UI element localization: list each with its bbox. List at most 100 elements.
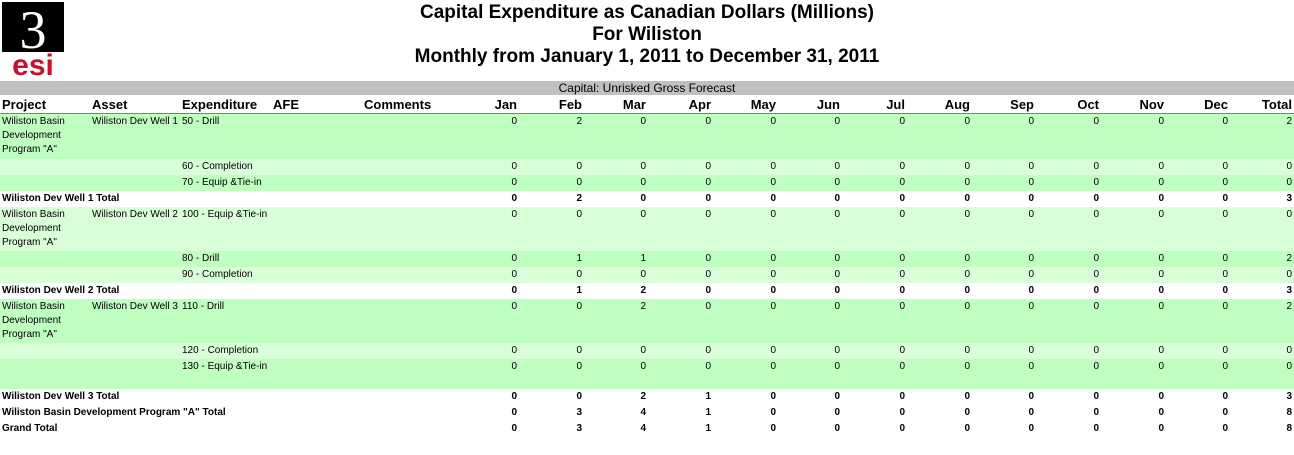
total-label: Wiliston Basin Development Program "A" T… <box>2 407 226 418</box>
title-line-1: Capital Expenditure as Canadian Dollars … <box>420 2 874 23</box>
expenditure-cell: 60 - Completion <box>182 161 253 172</box>
month-value-cell: 0 <box>1093 253 1099 264</box>
col-header-expenditure: Expenditure <box>182 97 258 112</box>
col-header-aug: Aug <box>944 97 970 112</box>
month-value-cell: 0 <box>1093 361 1099 372</box>
month-value-cell: 0 <box>964 301 970 312</box>
month-value-cell: 0 <box>1158 407 1164 418</box>
month-value-cell: 0 <box>1093 161 1099 172</box>
month-value-cell: 0 <box>640 209 646 220</box>
month-value-cell: 0 <box>899 361 905 372</box>
row-total-cell: 0 <box>1286 345 1292 356</box>
month-value-cell: 0 <box>899 116 905 127</box>
title-line-2: For Wiliston <box>592 24 702 45</box>
month-value-cell: 0 <box>1028 391 1034 402</box>
month-value-cell: 2 <box>576 116 582 127</box>
row-total-cell: 2 <box>1286 301 1292 312</box>
col-header-nov: Nov <box>1139 97 1164 112</box>
month-value-cell: 0 <box>834 193 840 204</box>
table-row: 60 - Completion 0 0 0 0 0 0 0 0 0 0 0 0 0 <box>0 159 1294 175</box>
total-label: Wiliston Dev Well 3 Total <box>2 391 120 402</box>
col-header-sep: Sep <box>1010 97 1034 112</box>
project-cell: Wiliston Basin Development Program "A" <box>2 116 65 155</box>
month-value-cell: 0 <box>1093 269 1099 280</box>
row-total-cell: 0 <box>1286 161 1292 172</box>
month-value-cell: 0 <box>511 361 517 372</box>
col-header-dec: Dec <box>1204 97 1228 112</box>
row-total-cell: 0 <box>1286 209 1292 220</box>
month-value-cell: 0 <box>899 345 905 356</box>
row-total-cell: 2 <box>1286 253 1292 264</box>
month-value-cell: 0 <box>511 423 517 434</box>
month-value-cell: 0 <box>1028 193 1034 204</box>
company-logo: 3 esi <box>2 0 64 82</box>
month-value-cell: 0 <box>1222 177 1228 188</box>
month-value-cell: 0 <box>705 269 711 280</box>
month-value-cell: 0 <box>1222 116 1228 127</box>
month-value-cell: 0 <box>834 391 840 402</box>
month-value-cell: 0 <box>964 177 970 188</box>
month-value-cell: 0 <box>770 361 776 372</box>
month-value-cell: 0 <box>1093 423 1099 434</box>
month-value-cell: 0 <box>511 116 517 127</box>
column-header-row: Project Asset Expenditure AFE Comments Jan Feb… <box>0 96 1294 113</box>
month-value-cell: 0 <box>640 345 646 356</box>
table-row: 70 - Equip &Tie-in 0 0 0 0 0 0 0 0 0 0 0 0 0 <box>0 175 1294 191</box>
month-value-cell: 0 <box>899 177 905 188</box>
month-value-cell: 0 <box>964 423 970 434</box>
month-value-cell: 0 <box>964 193 970 204</box>
month-value-cell: 0 <box>640 161 646 172</box>
month-value-cell: 0 <box>770 161 776 172</box>
month-value-cell: 0 <box>770 391 776 402</box>
month-value-cell: 0 <box>1158 285 1164 296</box>
forecast-banner: Capital: Unrisked Gross Forecast <box>0 81 1294 95</box>
month-value-cell: 0 <box>511 345 517 356</box>
row-total-cell: 8 <box>1286 423 1292 434</box>
month-value-cell: 0 <box>899 161 905 172</box>
month-value-cell: 2 <box>640 391 646 402</box>
month-value-cell: 0 <box>705 116 711 127</box>
month-value-cell: 0 <box>576 361 582 372</box>
month-value-cell: 0 <box>576 269 582 280</box>
month-value-cell: 0 <box>1093 116 1099 127</box>
month-value-cell: 1 <box>705 423 711 434</box>
col-header-mar: Mar <box>622 97 646 112</box>
month-value-cell: 0 <box>576 301 582 312</box>
table-row: Wiliston Basin Development Program "A" Wi… <box>0 114 1294 159</box>
month-value-cell: 0 <box>1222 193 1228 204</box>
month-value-cell: 2 <box>576 193 582 204</box>
col-header-afe: AFE <box>273 97 299 112</box>
month-value-cell: 1 <box>576 253 582 264</box>
month-value-cell: 0 <box>964 345 970 356</box>
month-value-cell: 0 <box>1222 407 1228 418</box>
month-value-cell: 0 <box>834 116 840 127</box>
month-value-cell: 4 <box>640 423 646 434</box>
asset-cell: Wiliston Dev Well 2 <box>92 209 178 220</box>
total-label: Wiliston Dev Well 2 Total <box>2 285 120 296</box>
month-value-cell: 0 <box>834 253 840 264</box>
month-value-cell: 0 <box>1222 269 1228 280</box>
month-value-cell: 0 <box>899 253 905 264</box>
month-value-cell: 0 <box>770 209 776 220</box>
month-value-cell: 0 <box>1028 361 1034 372</box>
month-value-cell: 0 <box>1222 361 1228 372</box>
col-header-total: Total <box>1261 97 1292 112</box>
row-total-cell: 0 <box>1286 361 1292 372</box>
month-value-cell: 0 <box>770 253 776 264</box>
month-value-cell: 0 <box>1158 116 1164 127</box>
month-value-cell: 0 <box>705 209 711 220</box>
month-value-cell: 0 <box>834 177 840 188</box>
col-header-project: Project <box>2 97 47 112</box>
month-value-cell: 0 <box>1028 423 1034 434</box>
month-value-cell: 0 <box>770 285 776 296</box>
month-value-cell: 0 <box>1158 177 1164 188</box>
month-value-cell: 0 <box>511 285 517 296</box>
month-value-cell: 0 <box>834 209 840 220</box>
month-value-cell: 0 <box>1028 161 1034 172</box>
month-value-cell: 2 <box>640 285 646 296</box>
month-value-cell: 0 <box>1222 161 1228 172</box>
expenditure-cell: 50 - Drill <box>182 116 220 127</box>
month-value-cell: 0 <box>511 177 517 188</box>
month-value-cell: 0 <box>770 193 776 204</box>
month-value-cell: 0 <box>834 301 840 312</box>
